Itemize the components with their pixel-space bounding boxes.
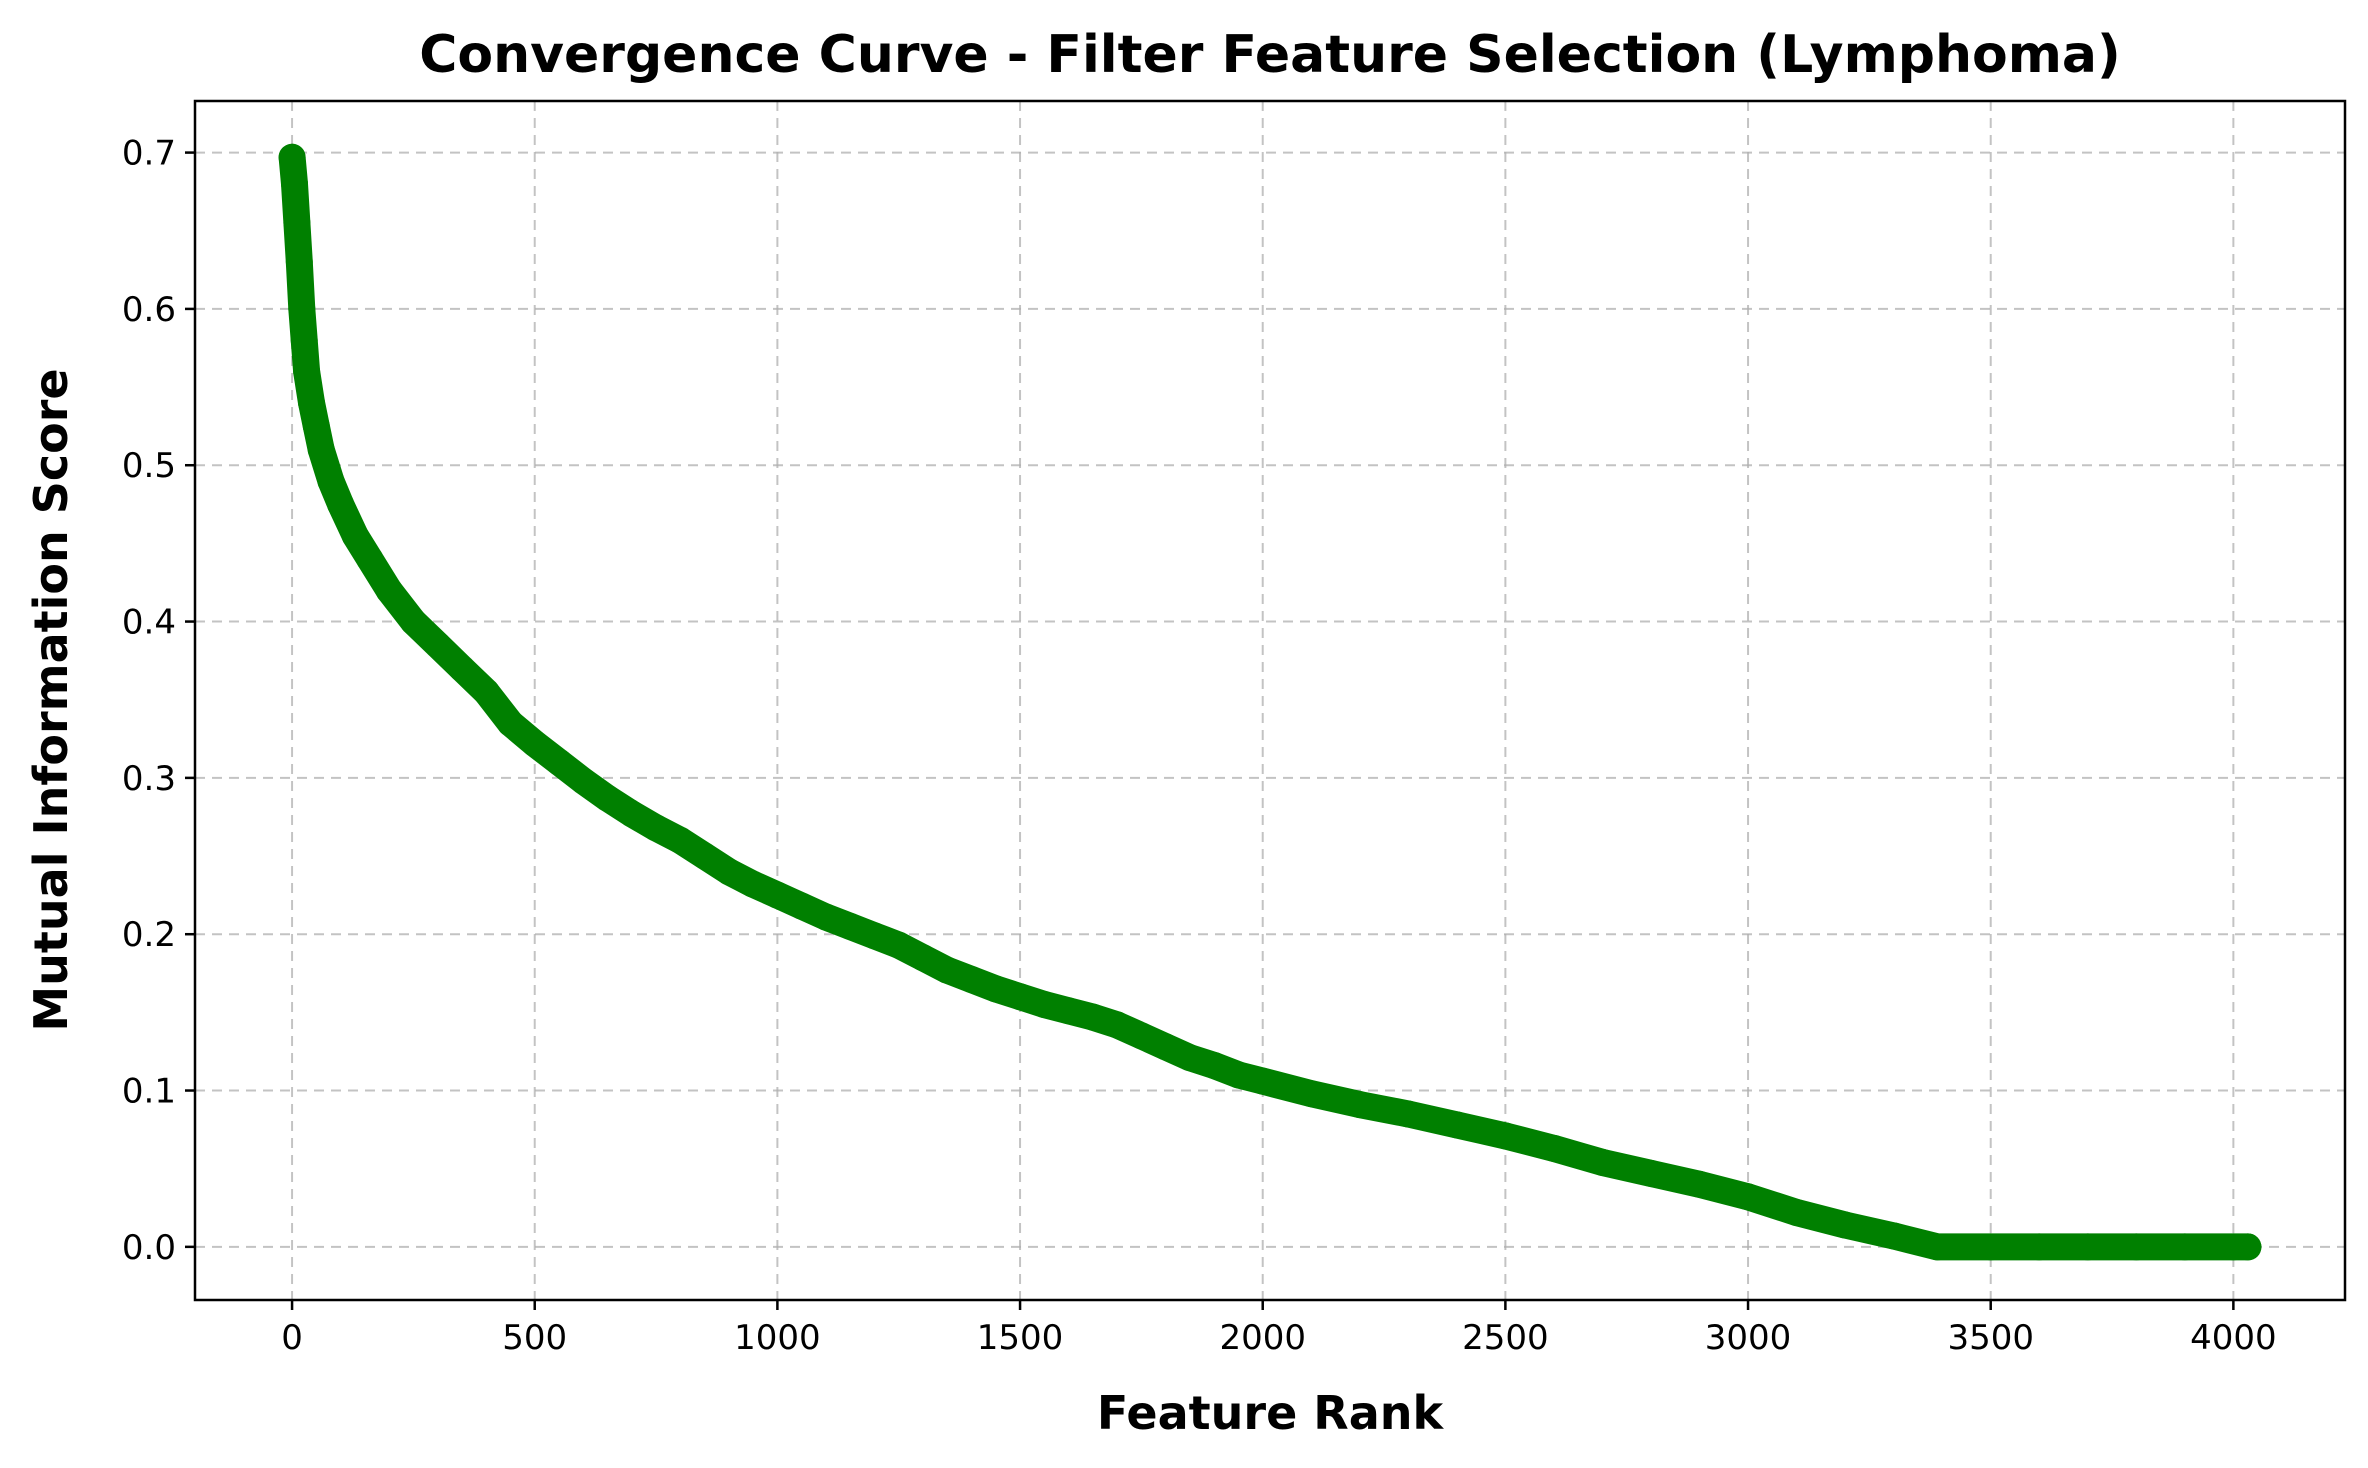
data-point xyxy=(618,800,646,828)
data-point xyxy=(1394,1100,1422,1128)
data-point xyxy=(594,784,621,812)
y-tick-label: 0.0 xyxy=(122,1228,176,1268)
x-tick-label: 3000 xyxy=(1705,1318,1792,1358)
data-point xyxy=(545,748,573,776)
data-point xyxy=(1880,1222,1908,1250)
x-tick-label: 2000 xyxy=(1219,1318,1306,1358)
data-point xyxy=(715,858,743,886)
data-point xyxy=(1127,1022,1155,1050)
y-tick-label: 0.3 xyxy=(122,759,176,799)
ticks-layer: 0 500 1000 1500 2000 2500 3000 3500 4000 0.0 0.1 0.… xyxy=(122,134,2277,1358)
data-point xyxy=(958,966,985,993)
data-point xyxy=(1734,1183,1762,1211)
data-layer xyxy=(278,143,2262,1261)
y-axis-label: Mutual Information Score xyxy=(24,368,78,1031)
data-point xyxy=(1103,1011,1131,1039)
data-point xyxy=(375,576,403,604)
y-tick-label: 0.5 xyxy=(122,446,176,486)
data-point xyxy=(302,412,330,440)
data-point xyxy=(341,522,369,550)
data-point xyxy=(497,709,524,737)
data-point xyxy=(666,826,694,854)
data-point xyxy=(424,631,452,659)
data-point xyxy=(1055,997,1083,1025)
data-point xyxy=(448,655,476,682)
data-point xyxy=(327,490,355,518)
data-point xyxy=(836,912,864,940)
data-point xyxy=(861,922,888,950)
data-point xyxy=(2122,1233,2150,1261)
data-point xyxy=(909,944,937,972)
data-point xyxy=(1831,1211,1859,1239)
data-point xyxy=(1006,983,1034,1011)
data-point xyxy=(1249,1067,1277,1095)
y-tick-label: 0.4 xyxy=(122,603,176,643)
data-point xyxy=(356,545,384,573)
data-point xyxy=(739,870,767,898)
data-point xyxy=(1783,1199,1811,1226)
data-point xyxy=(763,881,791,909)
data-point xyxy=(278,143,306,171)
data-point xyxy=(317,467,345,495)
data-point xyxy=(812,903,840,931)
data-point xyxy=(1152,1033,1180,1061)
data-point xyxy=(2074,1233,2102,1261)
data-point xyxy=(1079,1003,1107,1031)
data-point xyxy=(982,975,1010,1003)
data-point xyxy=(642,814,670,842)
data-point xyxy=(1225,1061,1252,1089)
data-point xyxy=(293,357,321,385)
y-tick-label: 0.1 xyxy=(122,1072,176,1112)
data-point xyxy=(281,170,308,198)
grid-layer xyxy=(195,101,2345,1300)
data-point xyxy=(885,931,913,959)
data-point xyxy=(1637,1159,1665,1187)
data-point xyxy=(1176,1044,1204,1072)
data-point xyxy=(2171,1233,2199,1261)
data-point xyxy=(1977,1233,2005,1261)
data-point xyxy=(285,248,313,276)
x-tick-label: 0 xyxy=(281,1318,303,1358)
data-point xyxy=(2234,1233,2262,1261)
data-point xyxy=(1491,1122,1519,1150)
y-tick-label: 0.6 xyxy=(122,290,176,330)
x-tick-label: 1500 xyxy=(977,1318,1064,1358)
chart-title: Convergence Curve - Filter Feature Selec… xyxy=(419,25,2121,85)
data-point xyxy=(472,678,500,706)
data-point xyxy=(788,892,816,920)
data-point xyxy=(2025,1233,2053,1261)
data-point xyxy=(1200,1052,1228,1079)
data-point xyxy=(1686,1170,1713,1198)
data-point xyxy=(1540,1134,1568,1162)
data-point xyxy=(691,842,719,870)
data-point xyxy=(288,295,316,323)
data-point xyxy=(1030,991,1058,1018)
plot-frame xyxy=(193,99,2347,1302)
data-point xyxy=(399,608,427,636)
x-tick-label: 4000 xyxy=(2190,1318,2277,1358)
data-point xyxy=(933,956,961,984)
data-point xyxy=(298,389,325,417)
x-tick-label: 3500 xyxy=(1947,1318,2034,1358)
x-axis-label: Feature Rank xyxy=(1097,1386,1445,1440)
x-tick-label: 2500 xyxy=(1462,1318,1549,1358)
data-point xyxy=(307,436,335,464)
data-point xyxy=(1443,1111,1471,1139)
x-tick-label: 500 xyxy=(502,1318,567,1358)
x-tick-label: 1000 xyxy=(734,1318,821,1358)
y-tick-label: 0.7 xyxy=(122,134,176,174)
data-point xyxy=(1297,1080,1325,1108)
data-point xyxy=(283,209,311,237)
data-point xyxy=(521,730,549,757)
data-point xyxy=(1588,1148,1616,1176)
data-point xyxy=(569,767,597,795)
data-point xyxy=(1346,1091,1374,1119)
y-tick-label: 0.2 xyxy=(122,915,176,955)
data-point xyxy=(290,326,318,354)
data-point xyxy=(1923,1233,1951,1261)
